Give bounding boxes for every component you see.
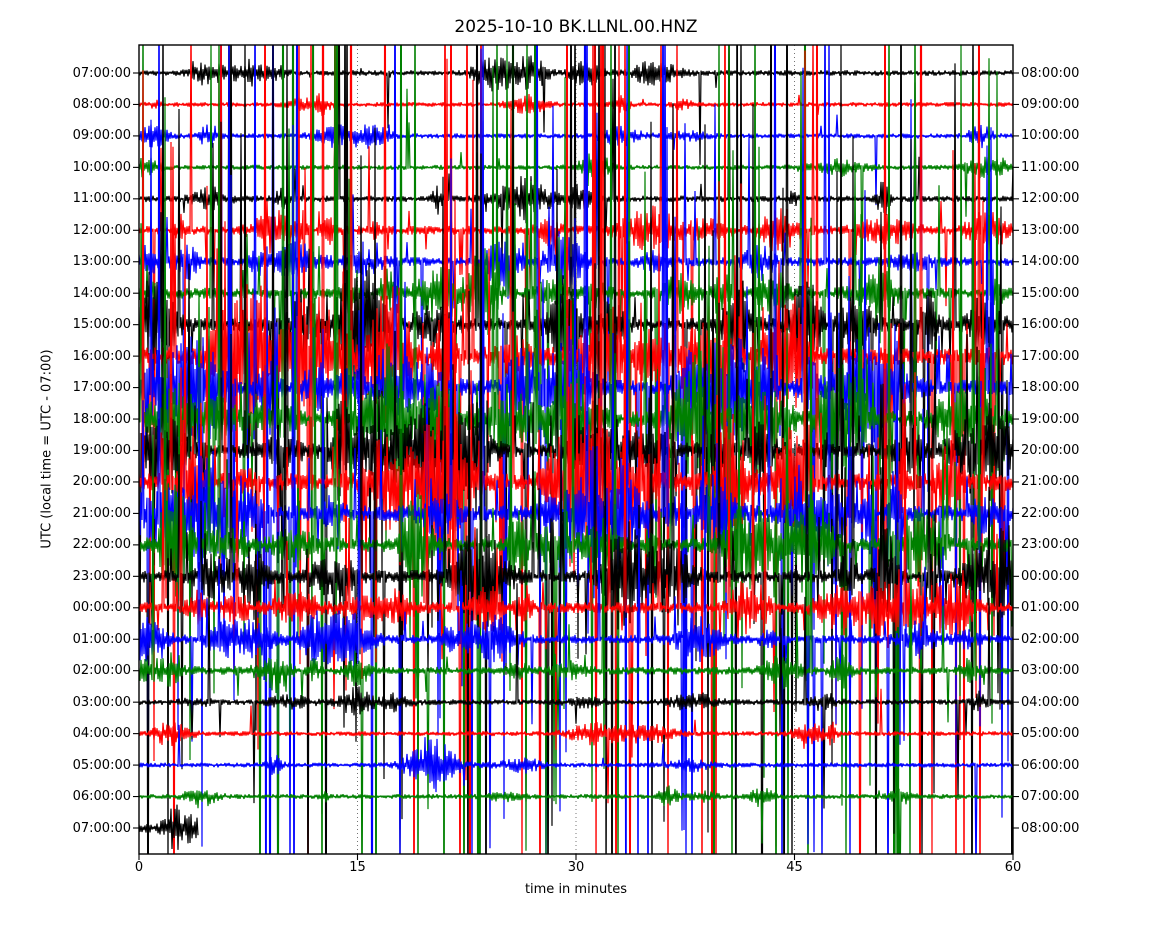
y-tick-label-utc: 08:00:00 (72, 96, 131, 112)
y-tick-label-utc: 10:00:00 (72, 159, 131, 175)
y-tick-label-local: 19:00:00 (1021, 411, 1080, 427)
y-tick-label-local: 00:00:00 (1021, 568, 1080, 584)
y-tick-label-local: 10:00:00 (1021, 128, 1080, 144)
trace-row-07:00:00 (139, 55, 1013, 165)
y-tick-label-local: 03:00:00 (1021, 663, 1080, 679)
trace-row-05:00:00 (139, 724, 1013, 854)
y-tick-label-local: 13:00:00 (1021, 222, 1080, 238)
y-tick-label-local: 18:00:00 (1021, 380, 1080, 396)
trace-row-01:00:00 (139, 310, 1013, 854)
trace-row-08:00:00 (139, 93, 1013, 116)
y-tick-label-utc: 19:00:00 (72, 443, 131, 458)
y-tick-label-utc: 16:00:00 (72, 348, 131, 364)
y-tick-label-local: 12:00:00 (1021, 191, 1080, 207)
y-tick-label-local: 02:00:00 (1021, 631, 1080, 647)
y-tick-label-local: 22:00:00 (1021, 505, 1080, 521)
y-tick-label-utc: 23:00:00 (72, 568, 131, 584)
x-tick-label: 0 (134, 860, 144, 875)
y-tick-label-local: 06:00:00 (1021, 757, 1080, 773)
axis-ticks (133, 72, 1019, 860)
y-tick-label-utc: 22:00:00 (72, 537, 131, 553)
y-tick-label-utc: 17:00:00 (72, 380, 131, 396)
y-tick-label-local: 11:00:00 (1021, 159, 1080, 175)
y-tick-label-utc: 07:00:00 (72, 820, 131, 836)
y-tick-label-utc: 04:00:00 (72, 726, 131, 742)
trace-row-00:00:00 (139, 199, 1013, 854)
y-tick-label-local: 21:00:00 (1021, 474, 1080, 490)
y-tick-label-local: 23:00:00 (1021, 537, 1080, 553)
x-tick-label: 45 (786, 860, 803, 875)
y-tick-label-local: 05:00:00 (1021, 726, 1080, 742)
y-tick-label-utc: 01:00:00 (72, 631, 131, 647)
y-tick-label-local: 20:00:00 (1021, 443, 1080, 458)
x-tick-label: 30 (567, 860, 585, 875)
y-tick-label-local: 15:00:00 (1021, 285, 1080, 301)
y-tick-label-utc: 20:00:00 (72, 474, 131, 490)
y-tick-label-local: 07:00:00 (1021, 789, 1080, 805)
y-tick-label-local: 08:00:00 (1021, 65, 1080, 81)
y-tick-label-utc: 00:00:00 (72, 600, 131, 616)
y-tick-label-local: 16:00:00 (1021, 317, 1080, 333)
y-tick-label-local: 09:00:00 (1021, 96, 1080, 112)
trace-row-03:00:00 (139, 577, 1013, 809)
trace-row-07:00:00 (139, 804, 199, 850)
y-tick-label-utc: 11:00:00 (72, 191, 131, 207)
y-tick-label-utc: 05:00:00 (72, 757, 131, 773)
y-tick-label-utc: 14:00:00 (72, 285, 131, 301)
waveform-traces (139, 45, 1013, 854)
trace-row-23:00:00 (139, 45, 1013, 854)
y-tick-label-utc: 07:00:00 (72, 65, 131, 81)
y-tick-label-local: 08:00:00 (1021, 820, 1080, 836)
y-tick-label-utc: 03:00:00 (72, 694, 131, 710)
y-tick-label-utc: 02:00:00 (72, 663, 131, 679)
trace-row-04:00:00 (139, 688, 1013, 804)
y-tick-label-utc: 09:00:00 (72, 128, 131, 144)
y-tick-label-local: 17:00:00 (1021, 348, 1080, 364)
y-tick-label-local: 14:00:00 (1021, 254, 1080, 270)
trace-row-02:00:00 (139, 434, 1013, 854)
y-tick-label-local: 04:00:00 (1021, 694, 1080, 710)
x-tick-label: 15 (349, 860, 366, 875)
y-tick-label-local: 01:00:00 (1021, 600, 1080, 616)
y-tick-label-utc: 21:00:00 (72, 505, 131, 521)
y-tick-label-utc: 15:00:00 (72, 317, 131, 333)
y-tick-label-utc: 18:00:00 (72, 411, 131, 427)
y-tick-label-utc: 06:00:00 (72, 789, 131, 805)
y-tick-label-utc: 13:00:00 (72, 254, 131, 270)
trace-row-06:00:00 (139, 785, 1013, 854)
y-tick-label-utc: 12:00:00 (72, 222, 131, 238)
x-tick-label: 60 (1004, 860, 1022, 875)
plot-title: 2025-10-10 BK.LLNL.00.HNZ (454, 17, 698, 37)
x-axis-label: time in minutes (524, 882, 628, 897)
